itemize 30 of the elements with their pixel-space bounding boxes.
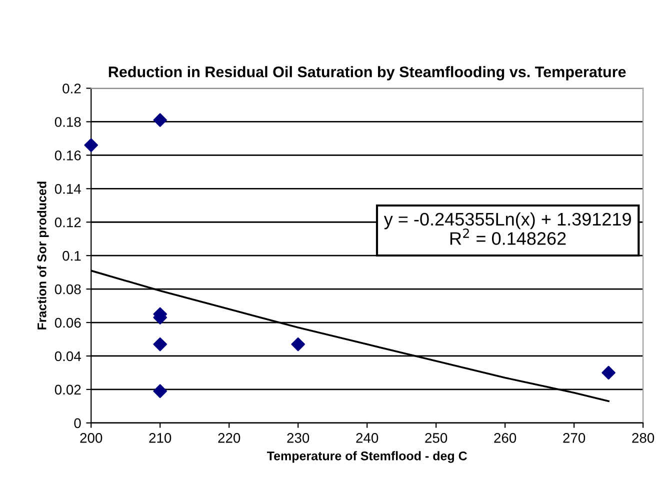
x-tick-label: 210: [149, 433, 172, 443]
y-tick-label: 0.16: [54, 150, 81, 160]
point: [84, 138, 98, 152]
annotation: y = -0.245355Ln(x) + 1.391219 R$^{2}$ = 0.148262: [384, 212, 631, 245]
x-axis-title: Temperature of Stemflood - deg C: [266, 451, 467, 463]
point: [291, 337, 305, 352]
point: [602, 366, 616, 380]
x-tick-label: 260: [494, 433, 516, 443]
point: [153, 113, 168, 127]
point: [153, 337, 168, 352]
x-tick-label: 220: [218, 433, 240, 443]
x-tick-label: 200: [80, 433, 102, 443]
y-tick-label: 0.06: [54, 318, 81, 328]
y-tick-label: 0.08: [54, 284, 81, 294]
x-tick-label: 280: [632, 433, 654, 443]
y-tick-label: 0.2: [62, 84, 81, 94]
y-tick-label: 0.14: [54, 184, 81, 194]
x-tick-label: 250: [425, 433, 448, 443]
x-tick-label: 240: [356, 433, 378, 443]
y-tick-label: 0.12: [54, 217, 81, 228]
y-tick-label: 0.02: [54, 384, 81, 395]
y-axis-title: Fraction of Sor produced: [37, 182, 49, 330]
x-tick-label: 230: [287, 433, 310, 443]
y-tick-label: 0.18: [54, 117, 81, 127]
y-tick-label: 0.04: [54, 351, 81, 362]
point: [153, 384, 168, 398]
x-tick-label: 270: [563, 433, 586, 443]
chart-title: Reduction in Residual Oil Saturation by Steamflooding vs. Temperature: [108, 66, 626, 80]
y-tick-label: 0: [74, 418, 81, 428]
y-tick-label: 0.1: [62, 250, 81, 261]
